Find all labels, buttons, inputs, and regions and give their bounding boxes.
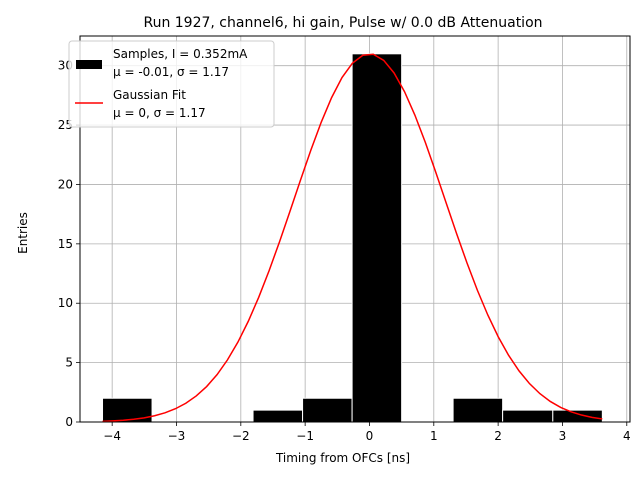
y-tick-label: 0 [65,415,73,429]
legend-samples-stats: μ = -0.01, σ = 1.17 [113,65,229,79]
x-tick-label: −1 [296,429,314,443]
x-tick-label: −2 [232,429,250,443]
histogram-bar [502,409,554,423]
x-tick-label: −3 [168,429,186,443]
histogram-bar [452,397,504,423]
histogram-bar [302,397,353,423]
histogram-bar [552,409,603,423]
x-tick-label: 2 [494,429,502,443]
histogram-bar [252,409,304,423]
y-axis-label: Entries [16,212,30,254]
gaussian-fit-line [102,53,603,423]
y-tick-label: 20 [58,177,73,191]
legend: Samples, I = 0.352mA μ = -0.01, σ = 1.17… [68,40,275,128]
x-tick-label: 4 [623,429,631,443]
histogram-bars [102,53,603,423]
legend-box [68,40,275,128]
legend-samples-label: Samples, I = 0.352mA [113,47,248,61]
y-tick-label: 5 [65,356,73,370]
x-tick-label: −4 [103,429,121,443]
x-tick-label: 3 [559,429,567,443]
y-tick-label: 10 [58,296,73,310]
fit-curve-group [102,53,603,423]
histogram-bar [351,53,403,423]
x-tick-label: 1 [430,429,438,443]
legend-fit-stats: μ = 0, σ = 1.17 [113,106,206,120]
x-axis-label: Timing from OFCs [ns] [275,451,410,465]
y-tick-label: 15 [58,237,73,251]
legend-samples-swatch [76,60,102,69]
plot-frame [79,35,631,423]
chart-title: Run 1927, channel6, hi gain, Pulse w/ 0.… [143,15,542,31]
legend-fit-label: Gaussian Fit [113,88,186,102]
x-tick-label: 0 [366,429,374,443]
